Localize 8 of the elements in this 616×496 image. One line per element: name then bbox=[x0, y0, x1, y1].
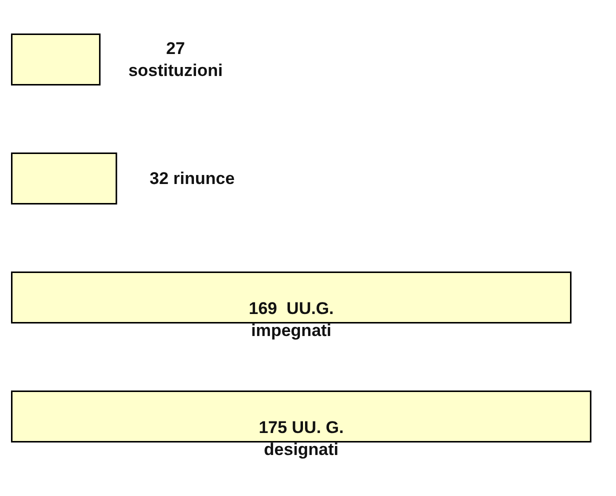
bar bbox=[11, 272, 572, 324]
bar bbox=[11, 34, 101, 86]
bar bbox=[11, 390, 592, 442]
bar bbox=[11, 152, 118, 204]
data-label: 27 sostituzioni bbox=[128, 39, 223, 80]
data-label: 32 rinunce bbox=[150, 169, 235, 188]
data-label: 175 UU. G. designati bbox=[258, 418, 344, 459]
data-label: 169 UU.G. impegnati bbox=[248, 299, 334, 340]
